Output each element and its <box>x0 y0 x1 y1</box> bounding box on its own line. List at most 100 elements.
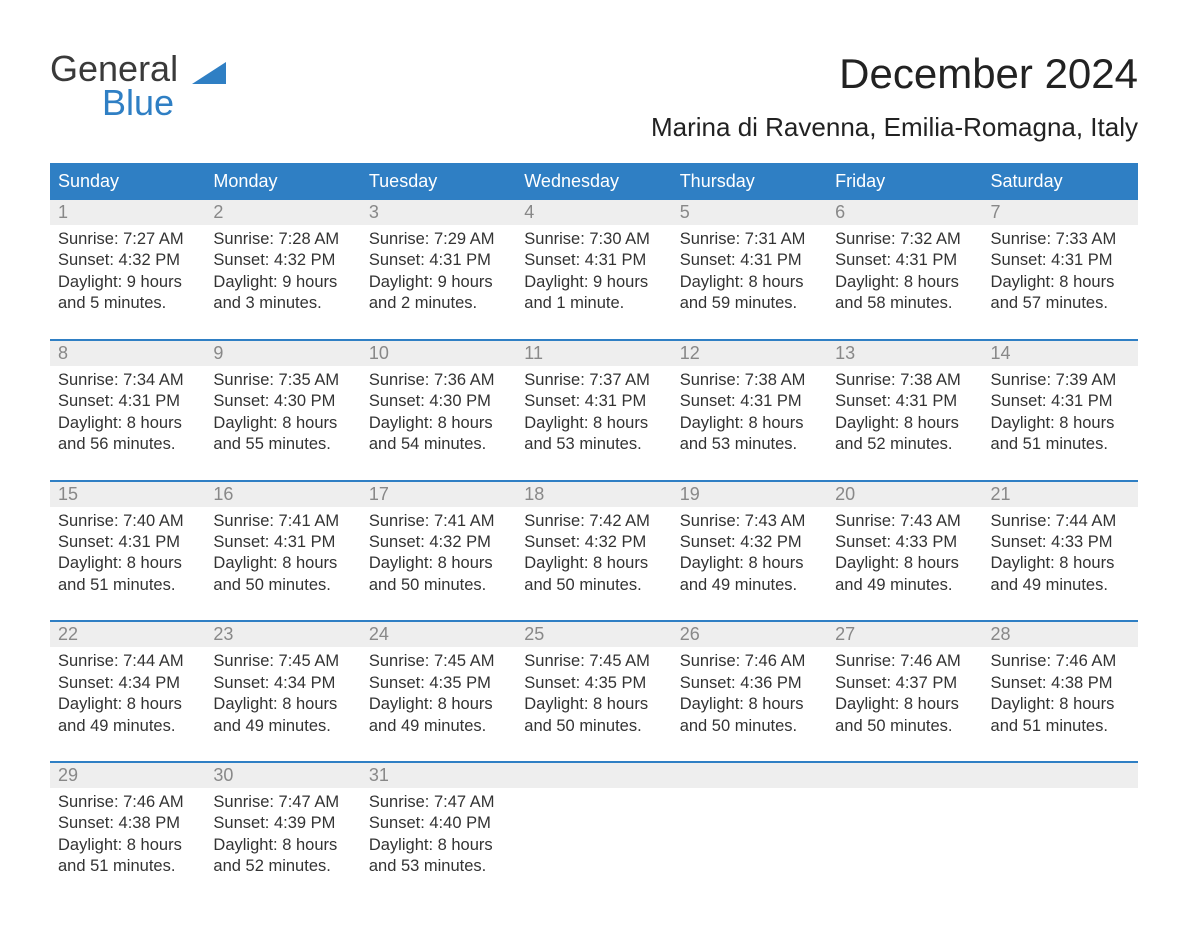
sunset-text: Sunset: 4:32 PM <box>213 250 352 271</box>
day-number: 6 <box>827 200 982 225</box>
weekday-header: Wednesday <box>516 165 671 198</box>
sunrise-text: Sunrise: 7:44 AM <box>58 651 197 672</box>
sunset-text: Sunset: 4:35 PM <box>369 673 508 694</box>
daylight-line2: and 53 minutes. <box>680 434 819 455</box>
brand-logo: General Blue <box>50 50 226 122</box>
weekday-header: Friday <box>827 165 982 198</box>
daylight-line2: and 58 minutes. <box>835 293 974 314</box>
day-number: 5 <box>672 200 827 225</box>
sunset-text: Sunset: 4:33 PM <box>835 532 974 553</box>
day-cell: Sunrise: 7:43 AMSunset: 4:33 PMDaylight:… <box>827 507 982 621</box>
day-cell: Sunrise: 7:46 AMSunset: 4:37 PMDaylight:… <box>827 647 982 761</box>
daylight-line2: and 52 minutes. <box>835 434 974 455</box>
daynum-row: 15161718192021 <box>50 482 1138 507</box>
sunset-text: Sunset: 4:31 PM <box>991 250 1130 271</box>
day-cell: Sunrise: 7:45 AMSunset: 4:34 PMDaylight:… <box>205 647 360 761</box>
daylight-line1: Daylight: 8 hours <box>213 694 352 715</box>
day-cell: Sunrise: 7:47 AMSunset: 4:40 PMDaylight:… <box>361 788 516 902</box>
weekday-header: Thursday <box>672 165 827 198</box>
daylight-line1: Daylight: 8 hours <box>58 413 197 434</box>
sunrise-text: Sunrise: 7:46 AM <box>835 651 974 672</box>
sunrise-text: Sunrise: 7:31 AM <box>680 229 819 250</box>
title-block: December 2024 Marina di Ravenna, Emilia-… <box>651 50 1138 143</box>
day-cell: Sunrise: 7:30 AMSunset: 4:31 PMDaylight:… <box>516 225 671 339</box>
daylight-line1: Daylight: 8 hours <box>680 413 819 434</box>
day-cell: Sunrise: 7:47 AMSunset: 4:39 PMDaylight:… <box>205 788 360 902</box>
daylight-line2: and 54 minutes. <box>369 434 508 455</box>
day-number: 14 <box>983 341 1138 366</box>
daylight-line2: and 53 minutes. <box>524 434 663 455</box>
daylight-line1: Daylight: 8 hours <box>524 413 663 434</box>
day-cell: Sunrise: 7:44 AMSunset: 4:34 PMDaylight:… <box>50 647 205 761</box>
daylight-line1: Daylight: 8 hours <box>213 835 352 856</box>
sunset-text: Sunset: 4:30 PM <box>213 391 352 412</box>
daylight-line1: Daylight: 8 hours <box>991 272 1130 293</box>
day-number <box>827 763 982 788</box>
daylight-line1: Daylight: 9 hours <box>369 272 508 293</box>
daylight-line2: and 55 minutes. <box>213 434 352 455</box>
daylight-line2: and 50 minutes. <box>680 716 819 737</box>
day-number: 18 <box>516 482 671 507</box>
day-number: 24 <box>361 622 516 647</box>
day-cell: Sunrise: 7:45 AMSunset: 4:35 PMDaylight:… <box>516 647 671 761</box>
weekday-header: Sunday <box>50 165 205 198</box>
day-number: 2 <box>205 200 360 225</box>
day-number: 23 <box>205 622 360 647</box>
daylight-line1: Daylight: 8 hours <box>213 413 352 434</box>
sunset-text: Sunset: 4:40 PM <box>369 813 508 834</box>
daylight-line1: Daylight: 8 hours <box>369 553 508 574</box>
day-cell <box>827 788 982 902</box>
day-body-row: Sunrise: 7:27 AMSunset: 4:32 PMDaylight:… <box>50 225 1138 339</box>
weekday-header: Saturday <box>983 165 1138 198</box>
sunset-text: Sunset: 4:31 PM <box>58 532 197 553</box>
daylight-line2: and 49 minutes. <box>680 575 819 596</box>
daylight-line2: and 50 minutes. <box>524 575 663 596</box>
daylight-line2: and 2 minutes. <box>369 293 508 314</box>
day-body-row: Sunrise: 7:46 AMSunset: 4:38 PMDaylight:… <box>50 788 1138 902</box>
day-body-row: Sunrise: 7:40 AMSunset: 4:31 PMDaylight:… <box>50 507 1138 621</box>
day-body-row: Sunrise: 7:34 AMSunset: 4:31 PMDaylight:… <box>50 366 1138 480</box>
day-number: 29 <box>50 763 205 788</box>
day-number: 27 <box>827 622 982 647</box>
calendar-week: 891011121314Sunrise: 7:34 AMSunset: 4:31… <box>50 339 1138 480</box>
day-cell: Sunrise: 7:32 AMSunset: 4:31 PMDaylight:… <box>827 225 982 339</box>
sunset-text: Sunset: 4:31 PM <box>991 391 1130 412</box>
day-number: 8 <box>50 341 205 366</box>
day-number: 3 <box>361 200 516 225</box>
daylight-line1: Daylight: 8 hours <box>835 553 974 574</box>
daylight-line1: Daylight: 8 hours <box>835 413 974 434</box>
sunset-text: Sunset: 4:32 PM <box>680 532 819 553</box>
day-cell: Sunrise: 7:38 AMSunset: 4:31 PMDaylight:… <box>827 366 982 480</box>
daylight-line2: and 51 minutes. <box>58 575 197 596</box>
daylight-line2: and 49 minutes. <box>213 716 352 737</box>
day-number: 31 <box>361 763 516 788</box>
day-cell: Sunrise: 7:46 AMSunset: 4:36 PMDaylight:… <box>672 647 827 761</box>
day-cell: Sunrise: 7:40 AMSunset: 4:31 PMDaylight:… <box>50 507 205 621</box>
day-cell: Sunrise: 7:27 AMSunset: 4:32 PMDaylight:… <box>50 225 205 339</box>
daylight-line2: and 50 minutes. <box>213 575 352 596</box>
sunset-text: Sunset: 4:31 PM <box>835 391 974 412</box>
day-number: 15 <box>50 482 205 507</box>
daylight-line1: Daylight: 8 hours <box>835 694 974 715</box>
day-cell: Sunrise: 7:46 AMSunset: 4:38 PMDaylight:… <box>983 647 1138 761</box>
daylight-line2: and 49 minutes. <box>835 575 974 596</box>
sunrise-text: Sunrise: 7:38 AM <box>680 370 819 391</box>
daylight-line1: Daylight: 8 hours <box>680 553 819 574</box>
sunset-text: Sunset: 4:32 PM <box>369 532 508 553</box>
day-number: 19 <box>672 482 827 507</box>
sunrise-text: Sunrise: 7:43 AM <box>680 511 819 532</box>
day-number: 11 <box>516 341 671 366</box>
day-number: 12 <box>672 341 827 366</box>
sunrise-text: Sunrise: 7:43 AM <box>835 511 974 532</box>
sunrise-text: Sunrise: 7:33 AM <box>991 229 1130 250</box>
sunrise-text: Sunrise: 7:41 AM <box>213 511 352 532</box>
calendar-week: 22232425262728Sunrise: 7:44 AMSunset: 4:… <box>50 620 1138 761</box>
calendar-week: 293031Sunrise: 7:46 AMSunset: 4:38 PMDay… <box>50 761 1138 902</box>
daylight-line1: Daylight: 8 hours <box>524 694 663 715</box>
day-number: 13 <box>827 341 982 366</box>
day-number: 30 <box>205 763 360 788</box>
day-cell: Sunrise: 7:35 AMSunset: 4:30 PMDaylight:… <box>205 366 360 480</box>
sunrise-text: Sunrise: 7:37 AM <box>524 370 663 391</box>
sunset-text: Sunset: 4:31 PM <box>524 391 663 412</box>
day-number: 26 <box>672 622 827 647</box>
